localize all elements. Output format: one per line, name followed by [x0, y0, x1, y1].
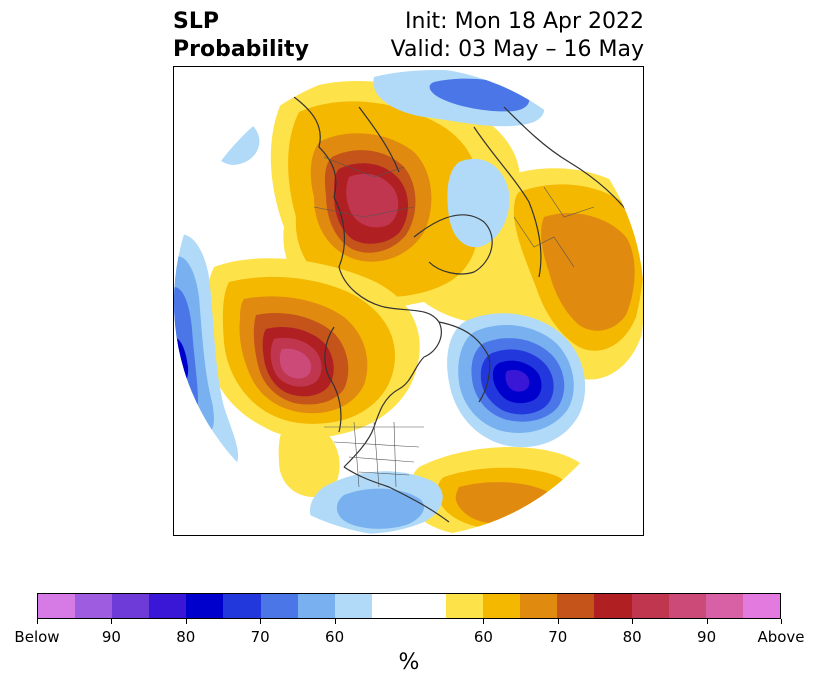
- colorbar-above-segment: [557, 594, 595, 618]
- polar-projection-map: [173, 66, 644, 536]
- colorbar-above-segment: [446, 594, 484, 618]
- init-date: Init: Mon 18 Apr 2022: [405, 9, 644, 34]
- colorbar-tick-mark: [37, 619, 38, 624]
- colorbar-tick-mark: [632, 619, 634, 624]
- colorbar-above-segment: [705, 594, 743, 618]
- colorbar-below-segment: [297, 594, 335, 618]
- colorbar-tick-label: 70: [548, 628, 568, 646]
- map-disk: [174, 67, 643, 535]
- europe-above-orange: [541, 213, 635, 331]
- colorbar-above-segment: [668, 594, 706, 618]
- west-above-light: [278, 423, 340, 497]
- colorbar-tick-mark: [185, 619, 187, 624]
- colorbar-below-segment: [149, 594, 187, 618]
- title-metric: Probability: [173, 37, 309, 62]
- colorbar-tick-label: Below: [14, 628, 60, 646]
- arctic-below-light: [447, 158, 510, 248]
- colorbar-below-segment: [112, 594, 150, 618]
- siberia-above-crimson: [346, 173, 399, 228]
- colorbar-tick-mark: [111, 619, 113, 624]
- colorbar-tick-mark: [781, 619, 782, 624]
- colorbar-below-segment: [186, 594, 224, 618]
- probability-map-svg: [174, 67, 643, 535]
- colorbar-tick-label: 90: [101, 628, 121, 646]
- colorbar-tick-label: 80: [622, 628, 642, 646]
- colorbar-tick-mark: [334, 619, 336, 624]
- colorbar-tick-mark: [260, 619, 262, 624]
- colorbar-neutral-segment: [371, 594, 447, 618]
- valid-period: Valid: 03 May – 16 May: [390, 37, 644, 62]
- colorbar-below-segment: [260, 594, 298, 618]
- colorbar-below-segment: [38, 594, 76, 618]
- colorbar-below-segment: [223, 594, 261, 618]
- colorbar-tick-label: 90: [697, 628, 717, 646]
- colorbar-below-segment: [75, 594, 113, 618]
- colorbar-tick-mark: [483, 619, 485, 624]
- map-title: SLP Probability: [173, 8, 309, 64]
- colorbar-tick-label: 70: [250, 628, 270, 646]
- colorbar-below-segment: [334, 594, 372, 618]
- us-below-mid: [336, 488, 424, 529]
- colorbar-tick-label: 80: [176, 628, 196, 646]
- colorbar-tick-mark: [706, 619, 708, 624]
- colorbar-tick-label: Above: [757, 628, 805, 646]
- colorbar-above-segment: [594, 594, 632, 618]
- pacific-above-rose: [279, 348, 312, 379]
- colorbar-above-segment: [631, 594, 669, 618]
- forecast-dates: Init: Mon 18 Apr 2022 Valid: 03 May – 16…: [391, 8, 644, 64]
- country-borders: [313, 156, 595, 488]
- probability-colorbar: [37, 593, 781, 619]
- title-variable: SLP: [173, 9, 219, 34]
- colorbar-unit-label: %: [398, 650, 420, 675]
- colorbar-tick-mark: [557, 619, 559, 624]
- atlantic-below-deep: [505, 369, 530, 392]
- colorbar-above-segment: [483, 594, 521, 618]
- colorbar-tick-label: 60: [473, 628, 493, 646]
- colorbar-tick-label: 60: [325, 628, 345, 646]
- colorbar-above-segment: [520, 594, 558, 618]
- colorbar-above-segment: [742, 594, 780, 618]
